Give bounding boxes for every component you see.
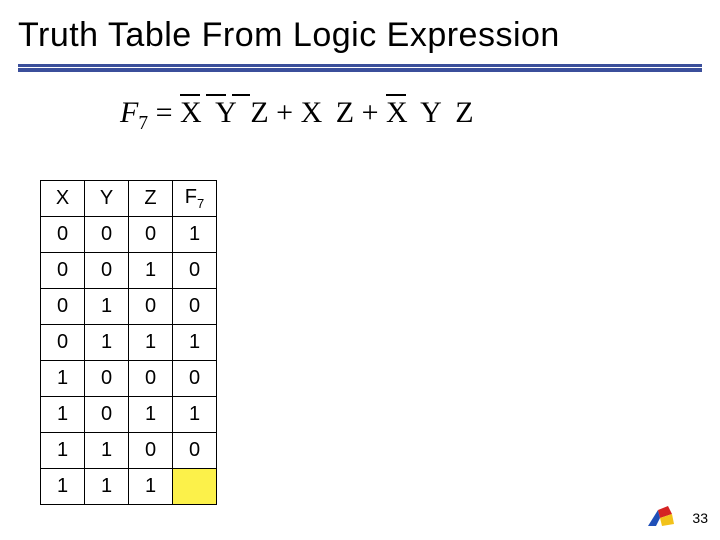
overbar [180, 94, 200, 96]
cell: 0 [129, 433, 173, 469]
expr-term-3: X Y Z [386, 96, 474, 130]
logic-expression: F7 = X Y Z + X Z + X Y Z [120, 96, 474, 135]
cell: 1 [41, 469, 85, 505]
table-row: 0 0 0 1 [41, 217, 217, 253]
cell: 1 [129, 253, 173, 289]
overbar [386, 94, 406, 96]
expr-var: X [180, 96, 202, 129]
slide: Truth Table From Logic Expression F7 = X… [0, 0, 720, 540]
cell: 0 [85, 361, 129, 397]
expr-lhs-subscript: 7 [138, 113, 148, 134]
cell: 0 [173, 433, 217, 469]
expr-plus: + [362, 96, 379, 129]
col-header-f7: F7 [173, 181, 217, 217]
cell: 0 [173, 253, 217, 289]
cell: 1 [41, 397, 85, 433]
table-row: 0 1 1 1 [41, 325, 217, 361]
cell: 1 [85, 325, 129, 361]
cell: 1 [85, 469, 129, 505]
cell: 1 [173, 397, 217, 433]
cell: 1 [129, 397, 173, 433]
cell: 0 [41, 325, 85, 361]
cell: 0 [85, 253, 129, 289]
logo-icon [646, 504, 676, 528]
overbar [232, 94, 250, 96]
table-row: 1 0 0 0 [41, 361, 217, 397]
col-header-z: Z [129, 181, 173, 217]
table-row: 0 1 0 0 [41, 289, 217, 325]
expr-term-1: X Y Z [180, 96, 269, 130]
cell: 0 [129, 289, 173, 325]
table-row: 1 1 0 0 [41, 433, 217, 469]
table-header-row: X Y Z F7 [41, 181, 217, 217]
cell: 1 [85, 289, 129, 325]
expr-var: X [386, 96, 408, 129]
cell: 1 [173, 217, 217, 253]
cell: 0 [41, 253, 85, 289]
cell: 1 [85, 433, 129, 469]
expr-plus: + [276, 96, 293, 129]
table-row: 1 1 1 [41, 469, 217, 505]
table-row: 0 0 1 0 [41, 253, 217, 289]
expr-term-2: X Z [301, 96, 355, 130]
cell: 0 [173, 361, 217, 397]
col-header-x: X [41, 181, 85, 217]
cell: 1 [41, 361, 85, 397]
slide-title: Truth Table From Logic Expression [18, 16, 560, 55]
cell: 1 [41, 433, 85, 469]
cell: 0 [173, 289, 217, 325]
expr-var: Z [336, 96, 354, 129]
rule-line-thin [18, 64, 702, 67]
cell: 1 [173, 325, 217, 361]
col-header-y: Y [85, 181, 129, 217]
expr-lhs-symbol: F [120, 96, 138, 129]
cell: 0 [85, 397, 129, 433]
cell: 0 [41, 217, 85, 253]
expr-var: Y [215, 96, 237, 129]
cell: 1 [129, 469, 173, 505]
cell-highlight [173, 469, 217, 505]
cell: 1 [129, 325, 173, 361]
overbar [206, 94, 226, 96]
expr-var: Z [250, 96, 268, 129]
expr-equals: = [156, 96, 173, 129]
page-number: 33 [692, 510, 708, 526]
expr-var: X [301, 96, 323, 129]
rule-line-thick [18, 68, 702, 72]
truth-table: X Y Z F7 0 0 0 1 0 0 1 0 0 1 0 0 0 1 1 1 [40, 180, 217, 505]
table-row: 1 0 1 1 [41, 397, 217, 433]
title-rule [18, 64, 702, 72]
cell: 0 [41, 289, 85, 325]
expr-var: Z [455, 96, 473, 129]
cell: 0 [85, 217, 129, 253]
expr-var: Y [420, 96, 442, 129]
cell: 0 [129, 361, 173, 397]
cell: 0 [129, 217, 173, 253]
